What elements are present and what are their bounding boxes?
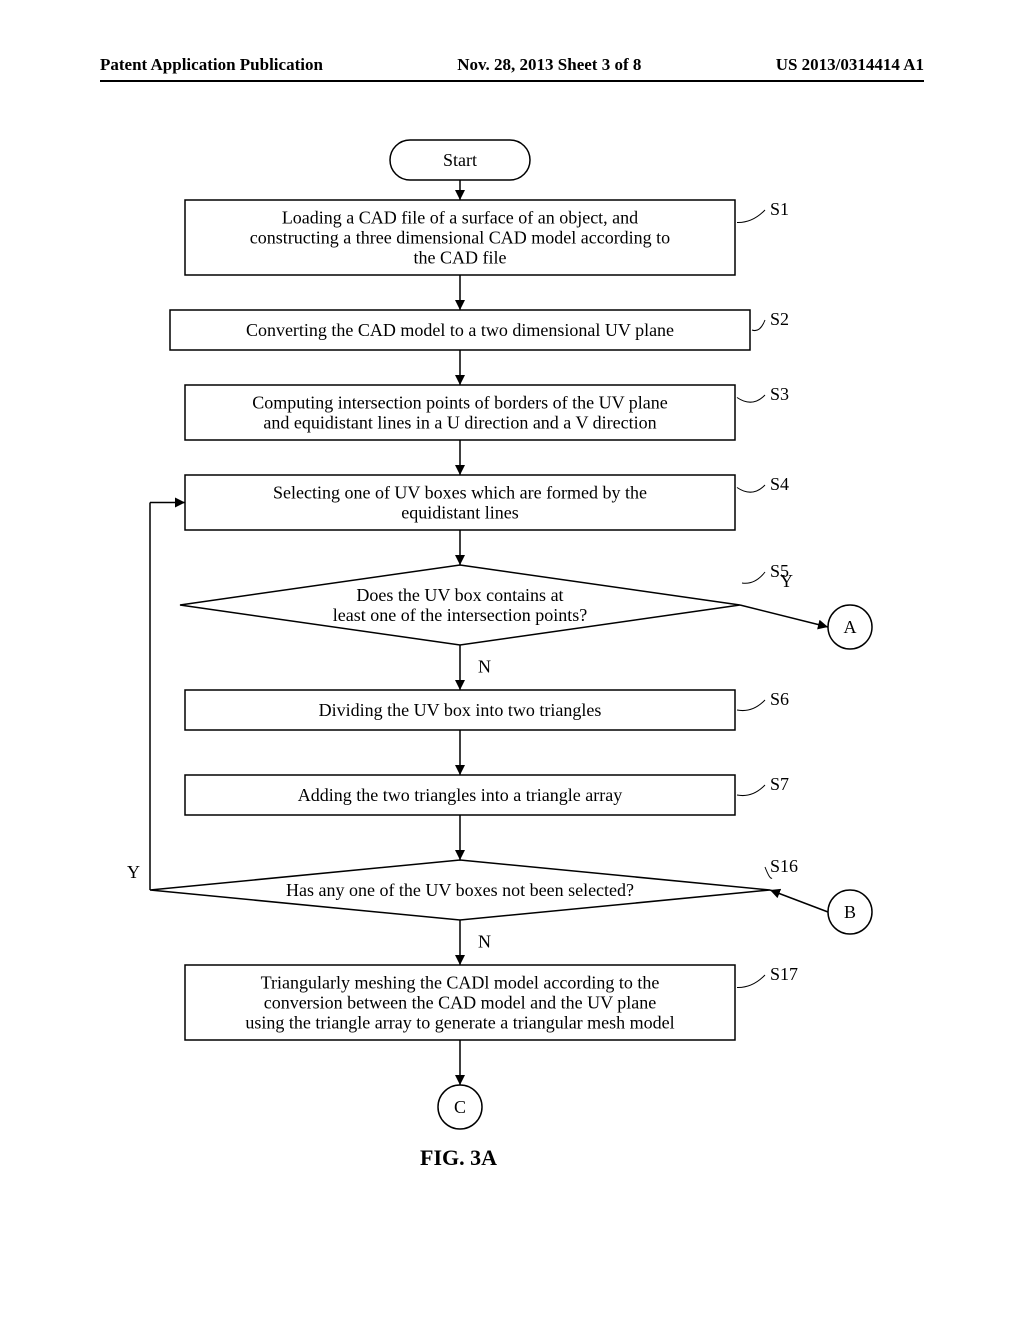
svg-text:S4: S4 [770,474,789,494]
svg-text:conversion between the CAD mod: conversion between the CAD model and the… [264,993,657,1013]
svg-text:Converting the CAD model to a: Converting the CAD model to a two dimens… [246,320,674,340]
svg-text:Selecting one of UV boxes whic: Selecting one of UV boxes which are form… [273,483,647,503]
figure-label: FIG. 3A [420,1145,497,1171]
flowchart-svg: Start Loading a CAD file of a surface of … [0,120,1024,1270]
svg-text:S6: S6 [770,689,789,709]
svg-text:Y: Y [127,862,140,882]
svg-text:using the triangle array to ge: using the triangle array to generate a t… [245,1013,674,1033]
svg-text:and equidistant lines in a U d: and equidistant lines in a U direction a… [263,413,656,433]
svg-text:Does the UV box contains at: Does the UV box contains at [356,585,563,605]
svg-text:C: C [454,1097,466,1117]
svg-text:S7: S7 [770,774,789,794]
svg-text:N: N [478,932,491,952]
svg-text:Adding the two triangles into: Adding the two triangles into a triangle… [298,785,622,805]
header-right: US 2013/0314414 A1 [776,55,924,75]
svg-text:Dividing the UV box into two t: Dividing the UV box into two triangles [319,700,602,720]
svg-text:Y: Y [780,571,793,591]
svg-text:Start: Start [443,150,477,170]
svg-text:Computing intersection points: Computing intersection points of borders… [252,393,668,413]
svg-text:A: A [844,617,857,637]
svg-text:B: B [844,902,856,922]
header-rule [100,80,924,82]
svg-text:S3: S3 [770,384,789,404]
svg-text:S1: S1 [770,199,789,219]
svg-text:the CAD file: the CAD file [414,248,507,268]
svg-text:S16: S16 [770,856,798,876]
svg-text:Loading a CAD file of a surfac: Loading a CAD file of a surface of an ob… [282,208,638,228]
svg-text:S2: S2 [770,309,789,329]
svg-text:equidistant lines: equidistant lines [401,503,518,523]
svg-text:N: N [478,657,491,677]
page-header: Patent Application Publication Nov. 28, … [100,55,924,75]
svg-text:Triangularly meshing the CADl: Triangularly meshing the CADl model acco… [261,973,660,993]
svg-text:constructing a three dimension: constructing a three dimensional CAD mod… [250,228,670,248]
svg-text:Has any one of the UV boxes no: Has any one of the UV boxes not been sel… [286,880,634,900]
svg-text:least one of the intersection: least one of the intersection points? [333,605,587,625]
header-left: Patent Application Publication [100,55,323,75]
header-mid: Nov. 28, 2013 Sheet 3 of 8 [457,55,641,75]
svg-text:S17: S17 [770,964,798,984]
